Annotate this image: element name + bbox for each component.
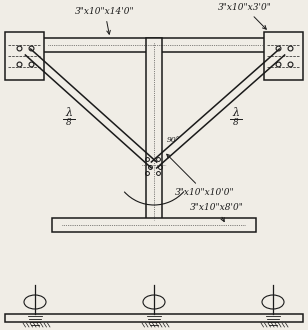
Text: 8: 8 [66, 118, 72, 127]
Text: 3"x10"x3'0": 3"x10"x3'0" [218, 3, 272, 29]
Bar [146, 38, 162, 225]
Bar [28, 38, 282, 52]
Ellipse shape [143, 295, 165, 309]
Ellipse shape [24, 295, 46, 309]
Text: 8: 8 [233, 118, 239, 127]
Bar [5, 314, 303, 322]
Text: 3"x10"x10'0": 3"x10"x10'0" [167, 154, 235, 197]
Text: λ: λ [66, 109, 72, 118]
Bar [264, 32, 303, 80]
Bar [5, 32, 44, 80]
Text: 3"x10"x8'0": 3"x10"x8'0" [190, 203, 244, 221]
Text: 90°: 90° [167, 136, 181, 144]
Bar [52, 218, 256, 232]
Ellipse shape [262, 295, 284, 309]
Text: 3"x10"x14'0": 3"x10"x14'0" [75, 7, 135, 34]
Text: λ: λ [233, 109, 240, 118]
